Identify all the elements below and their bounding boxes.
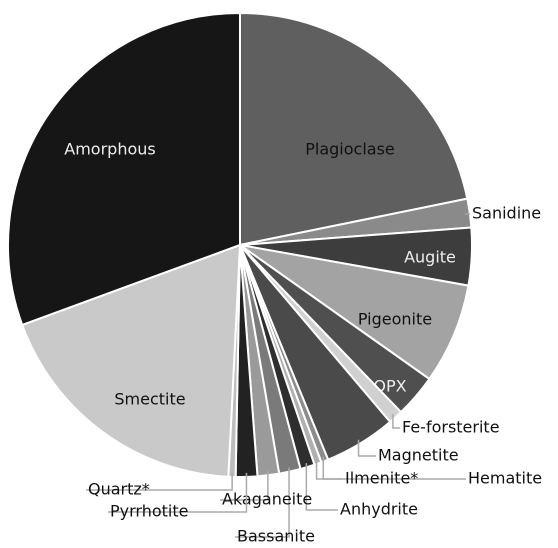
slice-label: Ilmenite* <box>345 469 418 488</box>
pie-slice <box>239 244 470 381</box>
leader-line <box>357 439 376 457</box>
slice-label: Augite <box>404 248 456 267</box>
slice-label: Plagioclase <box>305 140 395 159</box>
slice-label: Quartz* <box>88 480 150 499</box>
slice-label: Smectite <box>114 390 185 409</box>
leader-line <box>315 459 343 480</box>
slice-label: Pyrrhotite <box>110 502 188 521</box>
slice-label: Anhydrite <box>340 500 418 519</box>
slice-label: Hematite <box>468 469 542 488</box>
slice-label: Sanidine <box>472 204 541 223</box>
pie-slice <box>20 243 242 478</box>
leader-line <box>220 471 269 501</box>
pie-slice <box>239 11 469 247</box>
leader-line <box>305 463 338 511</box>
leader-line <box>235 467 290 538</box>
slice-label: Bassanite <box>237 527 315 546</box>
slice-label: Amorphous <box>64 140 155 159</box>
leader-line <box>86 472 233 491</box>
slice-label: Pigeonite <box>358 310 432 329</box>
leader-line <box>392 414 400 429</box>
slice-label: Fe-forsterite <box>402 418 500 437</box>
leader-line <box>108 472 248 513</box>
slice-label: Akaganeite <box>222 490 312 509</box>
pie-slice <box>7 11 241 327</box>
slice-label: Magnetite <box>378 446 459 465</box>
